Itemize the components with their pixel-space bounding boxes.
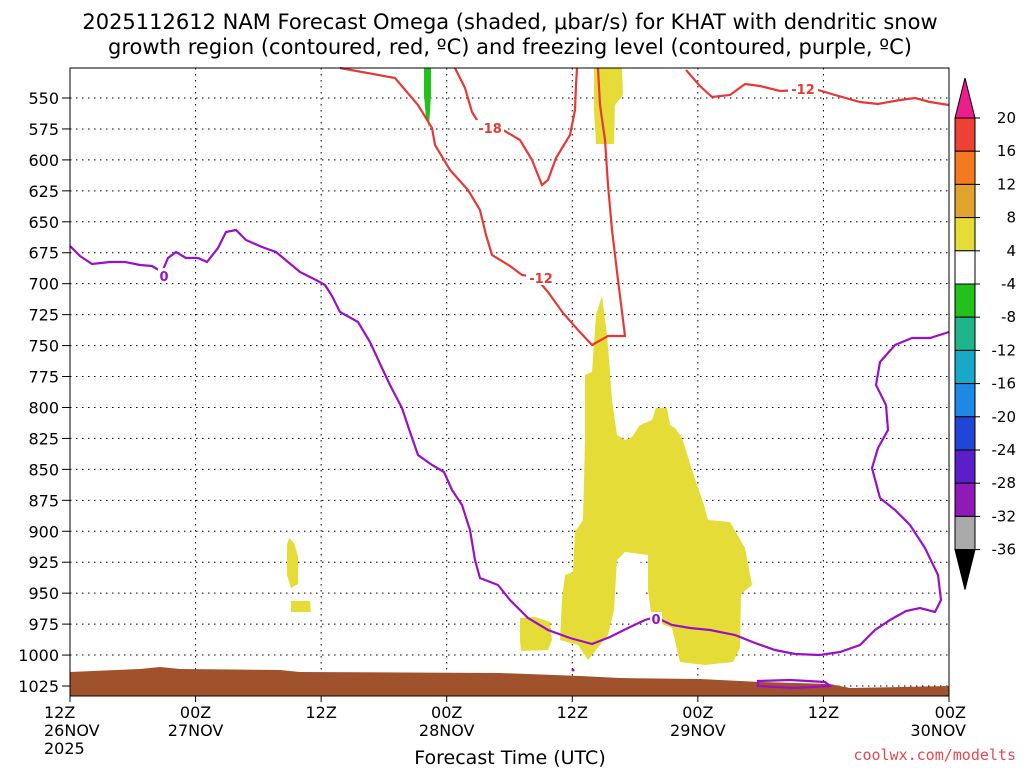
omega-positive-region-aloft	[594, 68, 623, 144]
colorbar-label: -32	[992, 507, 1017, 525]
contour-label-neg18: -18	[478, 122, 502, 137]
colorbar: 20 16 12 8 4 -4 -8 -12 -16 -20 -24 -28 -32 -36	[954, 77, 1017, 590]
x-tick-time: 12Z	[305, 703, 336, 722]
omega-positive-region-hole	[620, 558, 644, 620]
y-tick-label: 975	[28, 615, 59, 634]
x-tick-date: 26NOV	[44, 721, 100, 740]
contour-label-zero-left: 0	[159, 270, 168, 285]
colorbar-segment	[954, 482, 976, 517]
x-tick-time: 00Z	[935, 703, 966, 722]
x-tick-time: 12Z	[808, 703, 839, 722]
colorbar-segment	[954, 449, 976, 484]
colorbar-label: 20	[997, 109, 1016, 127]
y-tick-label: 550	[28, 89, 59, 108]
colorbar-segment	[954, 183, 976, 219]
omega-positive-small-1	[287, 538, 298, 588]
x-tick-time: 12Z	[557, 703, 588, 722]
y-tick-label: 950	[28, 584, 59, 603]
colorbar-segment	[954, 515, 976, 551]
colorbar-label: -4	[1001, 275, 1016, 293]
freezing-level-dot	[571, 668, 575, 672]
x-axis-title: Forecast Time (UTC)	[414, 747, 605, 768]
credit-text: coolwx.com/modelts	[853, 746, 1016, 764]
colorbar-label: 16	[997, 142, 1016, 160]
colorbar-segment	[954, 250, 976, 285]
contour-label-bg	[650, 612, 662, 627]
y-tick-label: 575	[28, 120, 59, 139]
colorbar-segment	[954, 383, 976, 418]
colorbar-label: 12	[997, 175, 1016, 193]
x-tick-date: 28NOV	[419, 721, 475, 740]
freezing-level-contour-lower	[756, 678, 833, 690]
y-tick-label: 1000	[18, 646, 59, 665]
contour-label-bg	[788, 82, 818, 97]
y-tick-label: 750	[28, 337, 59, 356]
y-tick-label: 675	[28, 244, 59, 263]
x-tick-date: 29NOV	[670, 721, 726, 740]
y-tick-label: 600	[28, 151, 59, 170]
omega-positive-small-3	[520, 617, 552, 651]
colorbar-segment	[954, 150, 976, 185]
y-axis: 550 575 600 625 650 675 700 725 750 775 800 825 850 8…	[18, 89, 70, 696]
colorbar-label: 4	[1006, 242, 1016, 260]
terrain-surface	[70, 667, 949, 696]
y-tick-label: 700	[28, 275, 59, 294]
contour-label-neg12-right: -12	[791, 83, 815, 98]
y-tick-label: 650	[28, 213, 59, 232]
plot-frame	[69, 67, 950, 697]
y-tick-label: 775	[28, 368, 59, 387]
contour-labels: -12 -18 -12 0 0	[158, 82, 818, 628]
omega-shading	[287, 68, 752, 665]
chart-title-line1: 2025112612 NAM Forecast Omega (shaded, μ…	[82, 10, 937, 34]
y-tick-label: 800	[28, 398, 59, 417]
y-tick-label: 825	[28, 429, 59, 448]
contour-label-bg	[476, 120, 504, 135]
colorbar-top-arrow	[954, 77, 976, 119]
omega-positive-small-2	[291, 601, 311, 612]
y-tick-label: 625	[28, 182, 59, 201]
colorbar-segment	[954, 283, 976, 318]
colorbar-bottom-arrow	[954, 549, 976, 590]
chart-title-line2: growth region (contoured, red, ºC) and f…	[108, 35, 912, 59]
contour-label-zero-right: 0	[651, 613, 660, 628]
contour-label-bg	[526, 270, 556, 285]
colorbar-label: -36	[992, 541, 1017, 559]
plot-area	[70, 68, 949, 696]
x-tick-date: 30NOV	[910, 721, 966, 740]
omega-positive-region-main	[560, 296, 752, 665]
x-tick-year: 2025	[44, 739, 85, 758]
y-tick-label: 1025	[18, 677, 59, 696]
y-tick-label: 925	[28, 553, 59, 572]
colorbar-label: -28	[992, 474, 1017, 492]
colorbar-segment	[954, 349, 976, 385]
colorbar-segment	[954, 316, 976, 351]
colorbar-segment	[954, 117, 976, 152]
colorbar-label: 8	[1006, 209, 1016, 227]
x-tick-time: 00Z	[180, 703, 211, 722]
x-tick-time: 00Z	[431, 703, 462, 722]
colorbar-label: -20	[992, 408, 1017, 426]
dendritic-contour-neg18	[454, 67, 579, 187]
y-tick-label: 725	[28, 306, 59, 325]
y-tick-label: 850	[28, 460, 59, 479]
colorbar-label: -24	[992, 441, 1017, 459]
omega-negative-region	[424, 68, 431, 127]
x-tick-time: 12Z	[44, 703, 75, 722]
colorbar-label: -16	[992, 375, 1017, 393]
contour-label-neg12-left: -12	[529, 272, 553, 287]
colorbar-segment	[954, 416, 976, 451]
x-tick-date: 27NOV	[168, 721, 224, 740]
y-tick-label: 875	[28, 491, 59, 510]
contour-label-bg	[158, 268, 170, 283]
freezing-level-contour	[69, 228, 950, 657]
colorbar-label: -8	[1001, 308, 1016, 326]
colorbar-label: -12	[992, 341, 1017, 359]
y-tick-label: 900	[28, 522, 59, 541]
x-tick-time: 00Z	[682, 703, 713, 722]
colorbar-segment	[954, 217, 976, 252]
